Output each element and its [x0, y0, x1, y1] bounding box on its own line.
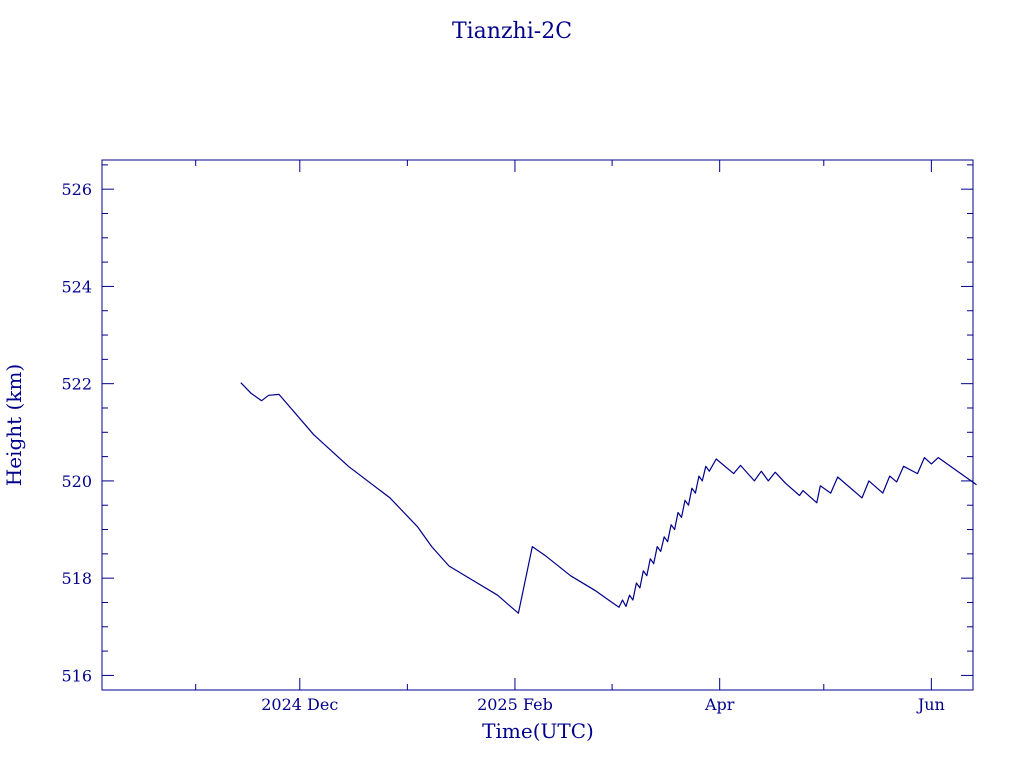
axis-ticks: [102, 160, 973, 690]
x-axis-label: Time(UTC): [482, 719, 594, 743]
x-tick-label: 2025 Feb: [477, 695, 553, 714]
y-tick-label: 518: [61, 569, 92, 588]
y-tick-label: 522: [61, 375, 92, 394]
y-axis-label: Height (km): [2, 364, 26, 486]
y-tick-label: 526: [61, 180, 92, 199]
x-tick-label: Jun: [916, 695, 945, 714]
x-tick-label: 2024 Dec: [261, 695, 338, 714]
y-tick-label: 516: [61, 666, 92, 685]
chart-title: Tianzhi-2C: [452, 19, 572, 44]
x-tick-label: Apr: [704, 695, 735, 714]
plot-frame: [101, 159, 974, 691]
series-line-height: [240, 382, 977, 614]
y-tick-label: 524: [61, 277, 92, 296]
y-tick-label: 520: [61, 472, 92, 491]
tick-labels: 516 518 520 522 524 526 2024 Dec 2025 Feb Apr Jun: [61, 180, 944, 714]
